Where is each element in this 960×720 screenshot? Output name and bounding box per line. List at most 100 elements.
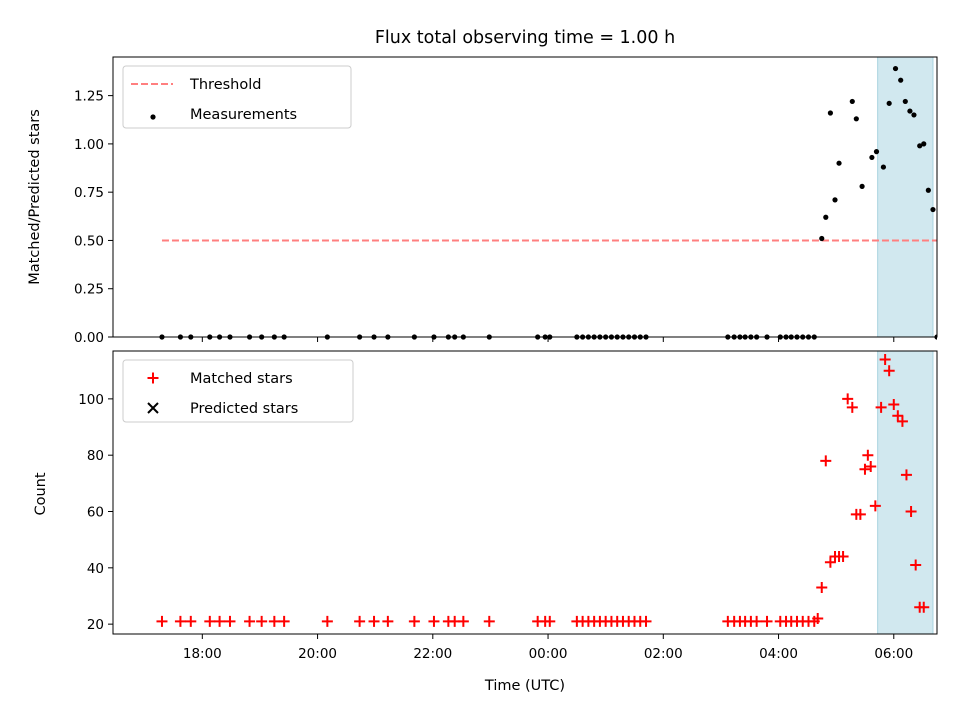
- legend-label: Threshold: [189, 77, 261, 93]
- bottom-ylabel: Count: [33, 472, 49, 515]
- matched-star-marker: [846, 401, 858, 413]
- legend-label: Matched stars: [190, 371, 293, 387]
- chart-title: Flux total observing time = 1.00 h: [375, 28, 675, 48]
- plot-frame: [112, 56, 938, 338]
- matched-star-marker: [174, 615, 186, 627]
- matched-star-marker: [382, 615, 394, 627]
- matched-star-marker: [883, 365, 895, 377]
- measurement-point: [836, 160, 842, 166]
- matched-star-marker: [408, 615, 420, 627]
- plot-frame: [112, 350, 938, 635]
- y-tick-label: 60: [87, 505, 104, 521]
- matched-star-marker: [214, 615, 226, 627]
- measurement-point: [873, 149, 880, 155]
- matched-star-marker: [256, 615, 268, 627]
- matched-star-marker: [865, 460, 877, 472]
- matched-star-marker: [816, 582, 828, 594]
- matched-star-marker: [842, 393, 854, 405]
- measurement-point: [849, 98, 855, 105]
- top-ylabel: Matched/Predicted stars: [27, 109, 43, 285]
- x-tick-label: 00:00: [529, 646, 568, 662]
- matched-star-marker: [185, 615, 197, 627]
- legend: Matched stars Predicted stars: [122, 359, 354, 423]
- measurement-point: [853, 116, 859, 122]
- matched-star-marker: [854, 508, 866, 520]
- x-tick-label: 18:00: [183, 646, 222, 662]
- matched-star-marker: [751, 615, 763, 627]
- measurement-point: [859, 183, 865, 189]
- measurement-point: [827, 110, 833, 116]
- y-tick-label: 0.75: [74, 185, 104, 201]
- matched-star-marker: [900, 469, 912, 481]
- matched-star-marker: [368, 615, 380, 627]
- matched-star-marker: [483, 615, 495, 627]
- matched-star-marker: [224, 615, 236, 627]
- measurement-point: [869, 154, 875, 161]
- measurement-point: [925, 187, 931, 193]
- matched-star-marker: [457, 615, 469, 627]
- x-tick-label: 20:00: [298, 646, 337, 662]
- legend-box: [122, 65, 352, 129]
- measurement-point: [930, 206, 936, 213]
- y-tick-label: 1.00: [74, 137, 104, 153]
- measurement-point: [911, 112, 917, 118]
- y-tick-label: 80: [87, 448, 104, 464]
- matched-star-marker: [640, 615, 652, 627]
- y-tick-label: 0.25: [74, 282, 104, 298]
- matched-star-marker: [875, 401, 887, 413]
- legend: Threshold Measurements: [122, 65, 352, 129]
- matched-star-marker: [156, 615, 168, 627]
- matched-star-marker: [278, 615, 290, 627]
- matched-star-marker: [896, 415, 908, 427]
- legend-measurement-swatch: [150, 114, 156, 120]
- matched-star-marker: [204, 615, 216, 627]
- measurement-point: [921, 141, 927, 147]
- legend-label: Measurements: [190, 107, 297, 123]
- measurement-point: [886, 100, 892, 106]
- plot-area: [156, 353, 930, 627]
- matched-star-marker: [812, 613, 824, 625]
- matched-star-marker: [761, 615, 773, 627]
- measurement-point: [892, 65, 899, 72]
- matched-star-marker: [837, 551, 849, 563]
- measurement-point: [898, 77, 904, 83]
- matched-star-marker: [869, 500, 881, 512]
- measurement-point: [880, 164, 887, 170]
- y-tick-label: 40: [87, 561, 104, 577]
- y-tick-label: 0.00: [74, 330, 104, 346]
- y-tick-label: 100: [78, 392, 104, 408]
- matched-star-marker: [862, 449, 874, 461]
- x-tick-label: 22:00: [413, 646, 452, 662]
- matched-star-marker: [918, 601, 930, 613]
- measurement-point: [907, 108, 913, 114]
- x-tick-label: 04:00: [759, 646, 798, 662]
- matched-star-marker: [544, 615, 556, 627]
- matched-star-marker: [910, 559, 922, 571]
- y-tick-label: 0.50: [74, 233, 104, 249]
- legend-predicted-swatch: [147, 402, 159, 414]
- measurement-point: [819, 235, 825, 242]
- matched-star-marker: [428, 615, 440, 627]
- matched-star-marker: [244, 615, 256, 627]
- bottom-xlabel: Time (UTC): [484, 678, 565, 694]
- highlight-span: [877, 350, 934, 635]
- matched-star-marker: [888, 399, 900, 411]
- legend-box: [122, 359, 354, 423]
- legend-label: Predicted stars: [190, 401, 298, 417]
- matched-star-marker: [905, 506, 917, 518]
- legend-matched-swatch: [147, 372, 159, 384]
- y-tick-label: 20: [87, 617, 104, 633]
- matched-star-marker: [879, 353, 891, 365]
- bottom-panel: Count Time (UTC) 20 40 60 80 100 18:00 20:00 22…: [33, 350, 938, 694]
- top-panel: Flux total observing time = 1.00 h Match…: [27, 28, 938, 346]
- measurement-point: [902, 98, 908, 105]
- matched-star-marker: [321, 615, 333, 627]
- matched-star-marker: [859, 463, 871, 475]
- x-tick-label: 02:00: [644, 646, 683, 662]
- matched-star-marker: [820, 455, 832, 467]
- x-tick-label: 06:00: [874, 646, 913, 662]
- matched-star-marker: [824, 556, 836, 568]
- measurement-point: [917, 143, 923, 149]
- matched-star-marker: [268, 615, 280, 627]
